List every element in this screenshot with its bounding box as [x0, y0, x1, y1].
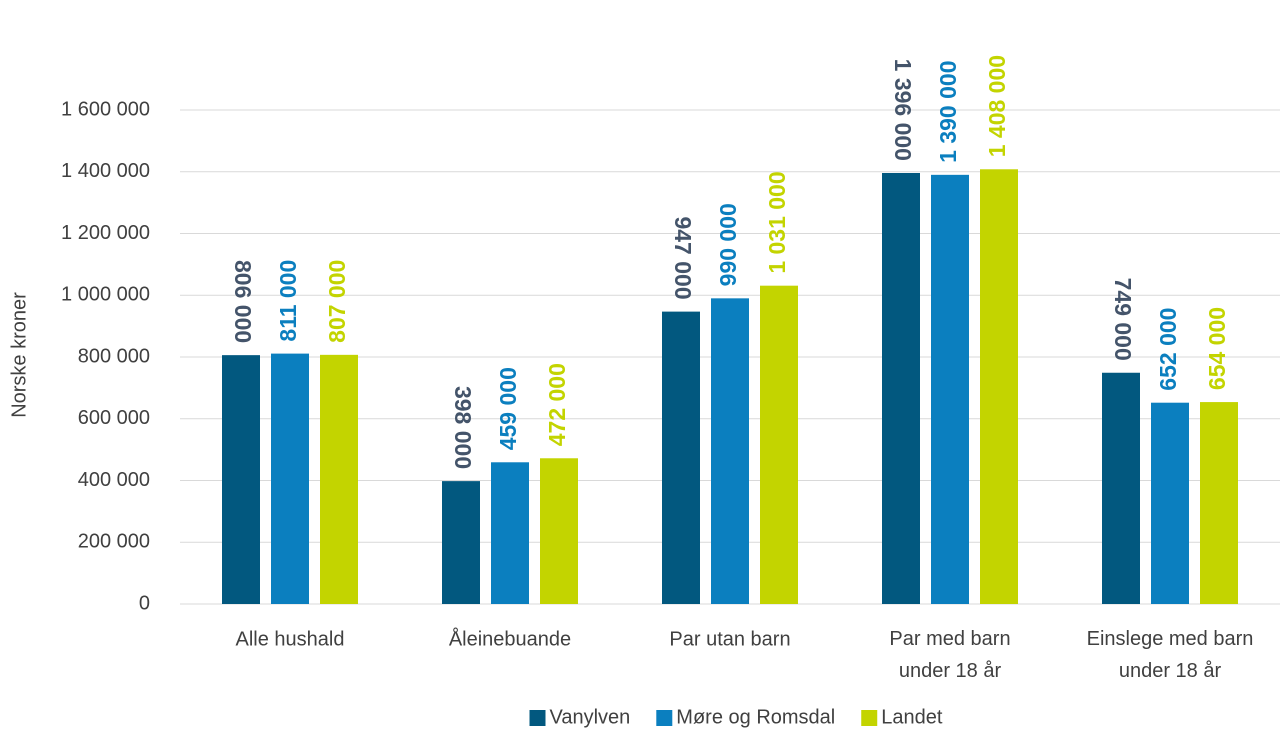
y-tick-label: 0 [139, 592, 150, 614]
y-tick-label: 400 000 [78, 469, 150, 491]
legend-label: Landet [881, 706, 943, 728]
bar [442, 481, 480, 604]
y-tick-label: 600 000 [78, 407, 150, 429]
bar [491, 462, 529, 604]
x-tick-label: Par utan barn [669, 628, 790, 650]
y-tick-label: 1 000 000 [61, 284, 150, 306]
x-tick-label: Par med barn under 18 år [889, 628, 1010, 682]
bar [931, 174, 969, 604]
bar [222, 355, 260, 604]
y-tick-label: 1 400 000 [61, 160, 150, 182]
legend-swatch [529, 710, 546, 726]
legend-label: Vanylven [550, 706, 631, 728]
x-tick-label: Alle hushald [236, 628, 345, 650]
legend-swatch [656, 710, 673, 726]
legend-label: Møre og Romsdal [676, 706, 835, 728]
y-axis-title: Norske kroner [8, 292, 30, 418]
data-label: 947 000 [670, 216, 696, 299]
data-label: 1 396 000 [890, 59, 916, 161]
bar [760, 285, 798, 604]
bar [1151, 402, 1189, 604]
y-tick-label: 1 600 000 [61, 98, 150, 120]
y-tick-label: 200 000 [78, 531, 150, 553]
data-label: 807 000 [324, 260, 350, 343]
bar [711, 298, 749, 604]
legend-swatch [861, 710, 878, 726]
bar [320, 354, 358, 604]
bar [271, 353, 309, 604]
data-label: 990 000 [715, 203, 741, 286]
x-tick-label: Einslege med barn under 18 år [1087, 628, 1254, 682]
data-label: 749 000 [1110, 278, 1136, 361]
data-label: 459 000 [495, 367, 521, 450]
bar [540, 458, 578, 604]
data-label: 654 000 [1204, 307, 1230, 390]
data-label: 398 000 [450, 386, 476, 469]
data-label: 1 408 000 [984, 55, 1010, 157]
bar [662, 311, 700, 604]
y-tick-label: 1 200 000 [61, 222, 150, 244]
data-label: 1 031 000 [764, 171, 790, 273]
data-label: 652 000 [1155, 308, 1181, 391]
data-label: 811 000 [275, 260, 301, 342]
x-tick-label: Åleinebuande [449, 627, 571, 650]
data-label: 806 000 [230, 260, 256, 343]
bar [980, 169, 1018, 604]
bar [1200, 402, 1238, 604]
bar [882, 172, 920, 605]
bar [1102, 372, 1140, 604]
data-label: 1 390 000 [935, 61, 961, 163]
y-tick-label: 800 000 [78, 345, 150, 367]
data-label: 472 000 [544, 363, 570, 446]
